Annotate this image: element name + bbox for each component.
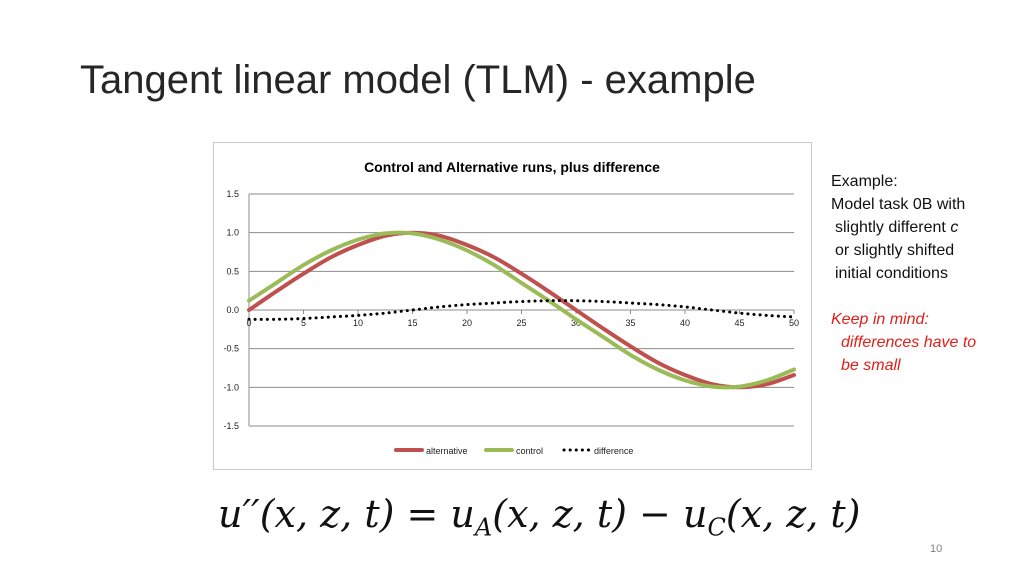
chart-frame: Control and Alternative runs, plus diffe… — [213, 142, 812, 470]
notes-param-symbol: c — [950, 219, 959, 236]
equation-minus: − — [626, 492, 683, 536]
keep-in-mind-line-1: differences have to — [841, 334, 977, 351]
series-line-difference — [247, 299, 796, 321]
y-tick-label: 0.5 — [226, 266, 239, 276]
equation-term-a: u — [450, 492, 475, 536]
y-tick-label: 1.0 — [226, 228, 239, 238]
x-tick-label: 25 — [516, 318, 526, 328]
x-tick-label: 15 — [407, 318, 417, 328]
x-tick-label: 20 — [462, 318, 472, 328]
legend-label-difference: difference — [594, 446, 633, 456]
equation-equals: = — [394, 492, 451, 536]
x-tick-label: 45 — [734, 318, 744, 328]
notes-line-different-c: slightly different c — [831, 216, 976, 239]
keep-in-mind-heading: Keep in mind: — [831, 311, 929, 328]
notes-line-model-task: Model task 0B with — [831, 196, 966, 213]
y-tick-label: -1.0 — [223, 382, 239, 392]
x-tick-label: 40 — [680, 318, 690, 328]
notes-line-initial: initial conditions — [835, 265, 948, 282]
y-tick-label: -0.5 — [223, 344, 239, 354]
difference-equation: u′′(x, z, t) = uA(x, z, t) − uC(x, z, t) — [218, 492, 861, 542]
equation-args-a: (x, z, t) — [492, 492, 627, 536]
y-tick-label: 0.0 — [226, 305, 239, 315]
equation-args-c: (x, z, t) — [725, 492, 861, 536]
series-line-alternative — [247, 230, 796, 390]
x-tick-label: 35 — [625, 318, 635, 328]
slide-title: Tangent linear model (TLM) - example — [80, 58, 756, 102]
keep-in-mind-line-2: be small — [841, 357, 901, 374]
page-number: 10 — [930, 543, 943, 555]
line-chart: Control and Alternative runs, plus diffe… — [223, 159, 799, 456]
x-tick-label: 0 — [246, 318, 251, 328]
equation-sub-a: A — [474, 513, 493, 542]
y-tick-label: -1.5 — [223, 421, 239, 431]
notes-line-shifted: or slightly shifted — [835, 242, 955, 259]
series-line-control — [247, 230, 796, 390]
notes-line-example: Example: — [831, 173, 898, 190]
y-tick-label: 1.5 — [226, 189, 239, 199]
x-tick-label: 10 — [353, 318, 363, 328]
chart-title: Control and Alternative runs, plus diffe… — [364, 159, 660, 175]
legend-label-control: control — [516, 446, 543, 456]
notes-line-different: slightly different — [835, 219, 946, 236]
equation-term-c: u — [682, 492, 708, 536]
legend-label-alternative: alternative — [426, 446, 468, 456]
equation-sub-c: C — [707, 513, 726, 542]
x-tick-label: 5 — [301, 318, 306, 328]
notes-panel: Example: Model task 0B with slightly dif… — [831, 170, 976, 377]
equation-lhs: u′′(x, z, t) — [218, 492, 395, 536]
x-tick-label: 30 — [571, 318, 581, 328]
x-tick-label: 50 — [789, 318, 799, 328]
